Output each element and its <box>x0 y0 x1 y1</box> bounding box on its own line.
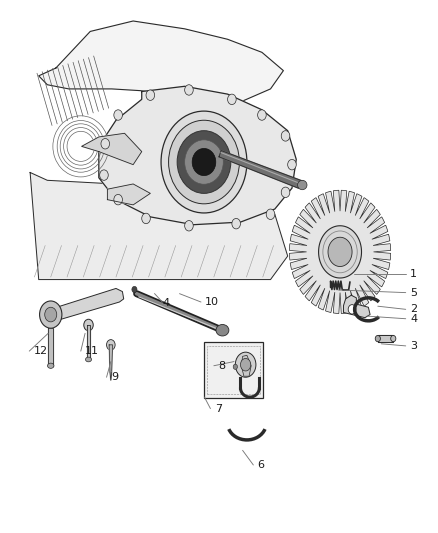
Circle shape <box>288 159 296 170</box>
Text: 4: 4 <box>410 314 417 324</box>
Circle shape <box>258 110 266 120</box>
Text: 11: 11 <box>85 346 99 356</box>
Circle shape <box>228 94 236 104</box>
Ellipse shape <box>169 120 240 204</box>
Text: 3: 3 <box>410 341 417 351</box>
Text: 8: 8 <box>218 361 225 371</box>
Circle shape <box>232 219 240 229</box>
Polygon shape <box>219 150 305 188</box>
Text: 1: 1 <box>410 269 417 279</box>
Ellipse shape <box>375 335 380 342</box>
Circle shape <box>235 352 256 377</box>
Circle shape <box>142 213 150 224</box>
Circle shape <box>106 340 115 350</box>
Circle shape <box>146 90 155 100</box>
Polygon shape <box>48 328 53 366</box>
Circle shape <box>348 305 356 314</box>
Circle shape <box>132 286 137 293</box>
Polygon shape <box>290 190 391 313</box>
Circle shape <box>185 85 193 95</box>
Circle shape <box>281 131 290 141</box>
Polygon shape <box>30 173 288 280</box>
Circle shape <box>45 307 57 322</box>
Text: 4: 4 <box>162 298 170 308</box>
Ellipse shape <box>192 149 216 175</box>
Text: 12: 12 <box>34 346 48 356</box>
Text: 7: 7 <box>215 403 222 414</box>
Circle shape <box>114 110 123 120</box>
Polygon shape <box>107 184 150 205</box>
Text: 2: 2 <box>410 304 417 314</box>
Polygon shape <box>241 356 251 376</box>
Polygon shape <box>81 133 142 165</box>
Polygon shape <box>39 21 283 102</box>
Ellipse shape <box>177 131 231 193</box>
Polygon shape <box>318 226 361 278</box>
Polygon shape <box>99 86 296 225</box>
Circle shape <box>185 221 193 231</box>
Circle shape <box>39 301 62 328</box>
Circle shape <box>100 170 108 180</box>
Polygon shape <box>110 372 112 381</box>
Circle shape <box>240 358 251 371</box>
Ellipse shape <box>216 325 229 336</box>
Polygon shape <box>343 295 370 318</box>
Polygon shape <box>53 288 124 325</box>
Circle shape <box>114 195 123 205</box>
Ellipse shape <box>47 363 54 368</box>
Circle shape <box>101 139 110 149</box>
Circle shape <box>233 364 237 369</box>
Text: 10: 10 <box>205 297 219 307</box>
Circle shape <box>266 209 275 220</box>
FancyBboxPatch shape <box>204 342 263 398</box>
Polygon shape <box>378 335 393 342</box>
Text: 9: 9 <box>111 372 118 382</box>
Text: 5: 5 <box>410 288 417 297</box>
Text: 6: 6 <box>258 460 265 470</box>
Circle shape <box>84 319 93 331</box>
Polygon shape <box>87 325 90 359</box>
Polygon shape <box>109 345 113 372</box>
Ellipse shape <box>185 140 223 184</box>
Ellipse shape <box>85 357 92 362</box>
Circle shape <box>281 187 290 198</box>
Ellipse shape <box>391 335 396 342</box>
Ellipse shape <box>297 180 307 190</box>
Ellipse shape <box>161 111 247 213</box>
Polygon shape <box>328 237 352 266</box>
